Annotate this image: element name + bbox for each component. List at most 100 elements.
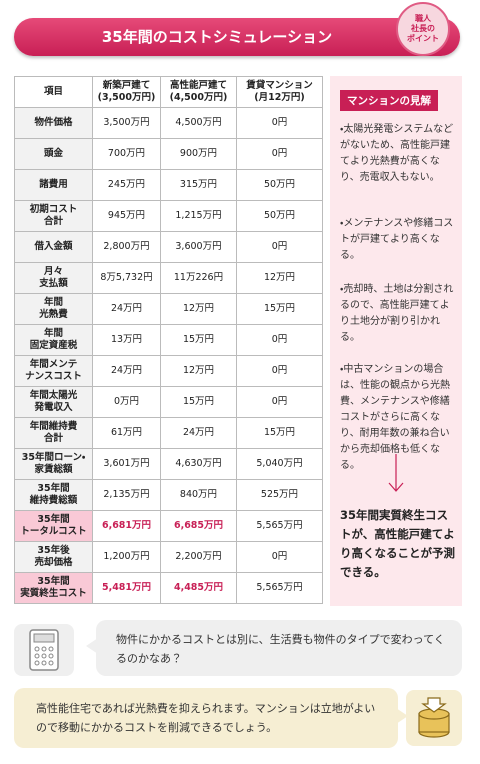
badge-line: 職人 — [415, 14, 431, 23]
side-panel: マンションの見解 ・太陽光発電システムなどがないため、高性能戸建てより光熱費が高… — [330, 76, 462, 606]
cell: 12万円 — [160, 293, 237, 325]
cell: 5,040万円 — [236, 448, 323, 480]
header-cell: 項目 — [14, 76, 93, 108]
table-row: 年間太陽光 発電収入 0万円 15万円 0円 — [14, 386, 323, 418]
calculator-icon — [14, 624, 74, 676]
cell: 6,681万円 — [92, 510, 161, 542]
row-label: 年間 光熱費 — [14, 293, 93, 325]
table-row: 35年間ローン・ 家賃総額 3,601万円 4,630万円 5,040万円 — [14, 448, 323, 480]
table-row: 年間 光熱費 24万円 12万円 15万円 — [14, 293, 323, 325]
cell: 12万円 — [160, 355, 237, 387]
bubble-tail — [86, 638, 98, 654]
cell: 4,485万円 — [160, 572, 237, 604]
table-row: 35年間 維持費総額 2,135万円 840万円 525万円 — [14, 479, 323, 511]
coin-icon — [406, 690, 462, 746]
header-row: 項目 新築戸建て (3,500万円) 高性能戸建て (4,500万円) 賃貸マンション… — [14, 76, 323, 108]
cell: 245万円 — [92, 169, 161, 201]
row-label: 35年後 売却価格 — [14, 541, 93, 573]
table-row: 月々 支払額 8万5,732円 11万226円 12万円 — [14, 262, 323, 294]
table-row: 35年間 実質終生コスト 5,481万円 4,485万円 5,565万円 — [14, 572, 323, 604]
cell: 3,601万円 — [92, 448, 161, 480]
row-label: 35年間 維持費総額 — [14, 479, 93, 511]
row-label: 月々 支払額 — [14, 262, 93, 294]
title-banner: 35年間のコストシミュレーション — [14, 18, 460, 56]
table-row: 35年間 トータルコスト 6,681万円 6,685万円 5,565万円 — [14, 510, 323, 542]
header-cell: 賃貸マンション (月12万円) — [236, 76, 323, 108]
cell: 15万円 — [160, 324, 237, 356]
arrow — [388, 454, 404, 492]
badge: 職人 社長の ポイント — [396, 2, 450, 56]
cell: 12万円 — [236, 262, 323, 294]
speech-bubble: 高性能住宅であれば光熱費を抑えられます。マンションは立地がよいので移動にかかるコ… — [14, 688, 408, 748]
table-row: 借入金額 2,800万円 3,600万円 0円 — [14, 231, 323, 263]
cell: 0円 — [236, 231, 323, 263]
cell: 50万円 — [236, 200, 323, 232]
cell: 2,200万円 — [160, 541, 237, 573]
table-row: 諸費用 245万円 315万円 50万円 — [14, 169, 323, 201]
table-row: 35年後 売却価格 1,200万円 2,200万円 0円 — [14, 541, 323, 573]
cell: 24万円 — [92, 293, 161, 325]
cell: 0円 — [236, 324, 323, 356]
row-label: 年間維持費 合計 — [14, 417, 93, 449]
cell: 1,200万円 — [92, 541, 161, 573]
row-label: 諸費用 — [14, 169, 93, 201]
cell: 15万円 — [236, 293, 323, 325]
cell: 315万円 — [160, 169, 237, 201]
cell: 0円 — [236, 138, 323, 170]
cell: 525万円 — [236, 479, 323, 511]
cell: 24万円 — [160, 417, 237, 449]
cell: 0万円 — [92, 386, 161, 418]
cell: 15万円 — [236, 417, 323, 449]
row-label: 35年間 実質終生コスト — [14, 572, 93, 604]
cell: 24万円 — [92, 355, 161, 387]
cell: 3,600万円 — [160, 231, 237, 263]
row-label: 初期コスト 合計 — [14, 200, 93, 232]
cell: 1,215万円 — [160, 200, 237, 232]
row-label: 借入金額 — [14, 231, 93, 263]
bubble-tail — [396, 708, 408, 724]
cell: 2,135万円 — [92, 479, 161, 511]
cell: 61万円 — [92, 417, 161, 449]
row-label: 年間 固定資産税 — [14, 324, 93, 356]
side-point: ・中古マンションの場合は、性能の観点から光熱費、メンテナンスや修繕コストがさらに… — [340, 364, 450, 471]
cell: 840万円 — [160, 479, 237, 511]
row-label: 年間メンテ ナンスコスト — [14, 355, 93, 387]
cell: 900万円 — [160, 138, 237, 170]
cell: 2,800万円 — [92, 231, 161, 263]
cost-table: 項目 新築戸建て (3,500万円) 高性能戸建て (4,500万円) 賃貸マンション… — [14, 76, 323, 604]
cell: 11万226円 — [160, 262, 237, 294]
row-label: 年間太陽光 発電収入 — [14, 386, 93, 418]
side-point: ・売却時、土地は分割されるので、高性能戸建てより土地分が割り引かれる。 — [340, 284, 454, 343]
table-row: 初期コスト 合計 945万円 1,215万円 50万円 — [14, 200, 323, 232]
cell: 50万円 — [236, 169, 323, 201]
row-label: 物件価格 — [14, 107, 93, 139]
header-cell: 新築戸建て (3,500万円) — [92, 76, 161, 108]
table-row: 年間メンテ ナンスコスト 24万円 12万円 0円 — [14, 355, 323, 387]
cell: 0円 — [236, 355, 323, 387]
side-point: ・メンテナンスや修繕コストが戸建てより高くなる。 — [340, 218, 454, 261]
speech-bubble: 物件にかかるコストとは別に、生活費も物件のタイプで変わってくるのかなあ？ — [86, 620, 462, 676]
bubble-text: 高性能住宅であれば光熱費を抑えられます。マンションは立地がよいので移動にかかるコ… — [36, 702, 376, 734]
cell: 945万円 — [92, 200, 161, 232]
cell: 13万円 — [92, 324, 161, 356]
table-row: 年間維持費 合計 61万円 24万円 15万円 — [14, 417, 323, 449]
side-point: ・太陽光発電システムなどがないため、高性能戸建てより光熱費が高くなり、売電収入も… — [340, 124, 454, 183]
cell: 4,500万円 — [160, 107, 237, 139]
side-title: マンションの見解 — [340, 90, 438, 111]
badge-line: ポイント — [407, 34, 439, 43]
cell: 0円 — [236, 107, 323, 139]
cell: 0円 — [236, 386, 323, 418]
table-row: 年間 固定資産税 13万円 15万円 0円 — [14, 324, 323, 356]
cell: 0円 — [236, 541, 323, 573]
row-label: 頭金 — [14, 138, 93, 170]
row-label: 35年間ローン・ 家賃総額 — [14, 448, 93, 480]
cell: 15万円 — [160, 386, 237, 418]
badge-line: 社長の — [411, 24, 435, 33]
cell: 8万5,732円 — [92, 262, 161, 294]
cell: 3,500万円 — [92, 107, 161, 139]
cell: 700万円 — [92, 138, 161, 170]
table-row: 物件価格 3,500万円 4,500万円 0円 — [14, 107, 323, 139]
row-label: 35年間 トータルコスト — [14, 510, 93, 542]
cell: 5,565万円 — [236, 510, 323, 542]
